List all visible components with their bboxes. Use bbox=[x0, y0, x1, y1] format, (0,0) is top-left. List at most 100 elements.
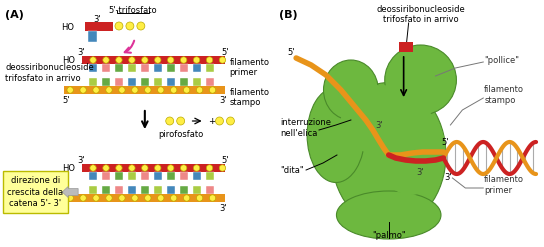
Text: filamento
primer: filamento primer bbox=[230, 58, 269, 77]
Ellipse shape bbox=[336, 191, 441, 239]
Bar bbox=[154, 78, 162, 86]
Text: 5': 5' bbox=[63, 96, 70, 104]
Circle shape bbox=[141, 57, 148, 63]
Circle shape bbox=[93, 195, 99, 201]
Bar bbox=[128, 78, 136, 86]
Circle shape bbox=[129, 57, 135, 63]
Bar bbox=[180, 186, 188, 194]
Text: 5': 5' bbox=[63, 204, 70, 212]
Bar bbox=[85, 22, 113, 31]
Bar bbox=[102, 78, 110, 86]
Bar bbox=[115, 172, 123, 180]
Bar bbox=[64, 194, 225, 202]
Text: "pollice": "pollice" bbox=[484, 56, 520, 64]
Ellipse shape bbox=[331, 82, 446, 227]
Bar bbox=[141, 64, 149, 72]
Circle shape bbox=[141, 165, 148, 171]
Text: (B): (B) bbox=[279, 10, 298, 20]
Circle shape bbox=[80, 195, 86, 201]
Circle shape bbox=[158, 87, 164, 93]
Circle shape bbox=[168, 57, 174, 63]
Circle shape bbox=[80, 87, 86, 93]
Text: filamento
primer: filamento primer bbox=[484, 175, 524, 195]
Circle shape bbox=[166, 117, 174, 125]
Bar bbox=[102, 186, 110, 194]
Circle shape bbox=[116, 57, 122, 63]
Circle shape bbox=[90, 57, 96, 63]
Text: (A): (A) bbox=[5, 10, 24, 20]
Text: 5': 5' bbox=[287, 47, 295, 57]
Circle shape bbox=[206, 165, 213, 171]
Ellipse shape bbox=[307, 87, 365, 183]
Bar bbox=[115, 78, 123, 86]
Circle shape bbox=[170, 87, 177, 93]
Circle shape bbox=[106, 87, 112, 93]
Circle shape bbox=[145, 87, 151, 93]
Circle shape bbox=[196, 87, 203, 93]
Circle shape bbox=[67, 87, 73, 93]
Circle shape bbox=[215, 117, 224, 125]
Bar bbox=[180, 78, 188, 86]
Bar bbox=[128, 186, 136, 194]
Bar bbox=[115, 64, 123, 72]
Text: filamento
stampo: filamento stampo bbox=[230, 88, 269, 107]
Bar bbox=[206, 78, 213, 86]
Text: 3': 3' bbox=[220, 204, 227, 212]
FancyBboxPatch shape bbox=[3, 171, 68, 213]
Bar bbox=[166, 186, 175, 194]
Bar bbox=[399, 42, 412, 52]
Text: deossiribonucleoside
trifosfato in arrivo: deossiribonucleoside trifosfato in arriv… bbox=[376, 5, 465, 24]
Circle shape bbox=[158, 195, 164, 201]
Circle shape bbox=[183, 195, 190, 201]
FancyArrow shape bbox=[62, 186, 78, 198]
Text: 5': 5' bbox=[222, 156, 229, 165]
Circle shape bbox=[67, 195, 73, 201]
Bar bbox=[102, 172, 110, 180]
Bar bbox=[166, 172, 175, 180]
Bar bbox=[141, 172, 149, 180]
Text: 3': 3' bbox=[77, 156, 85, 165]
Text: 5': 5' bbox=[442, 138, 449, 146]
Bar bbox=[141, 186, 149, 194]
Bar bbox=[89, 186, 97, 194]
Bar bbox=[82, 164, 225, 172]
Ellipse shape bbox=[324, 60, 378, 120]
Text: 5'-trifosfato: 5'-trifosfato bbox=[109, 6, 157, 15]
Bar bbox=[89, 64, 97, 72]
Circle shape bbox=[126, 22, 134, 30]
Bar bbox=[180, 172, 188, 180]
Text: "dita": "dita" bbox=[280, 165, 304, 174]
Text: deossiribonucleoside
trifosfato in arrivo: deossiribonucleoside trifosfato in arriv… bbox=[5, 63, 94, 83]
Text: 3': 3' bbox=[375, 121, 382, 129]
Text: 3': 3' bbox=[77, 47, 85, 57]
Text: pirofosfato: pirofosfato bbox=[158, 130, 203, 139]
Bar bbox=[128, 64, 136, 72]
Text: filamento
stampo: filamento stampo bbox=[484, 85, 524, 105]
Circle shape bbox=[129, 165, 135, 171]
Bar bbox=[154, 186, 162, 194]
Bar bbox=[64, 86, 225, 94]
Bar bbox=[88, 31, 97, 42]
Bar bbox=[141, 78, 149, 86]
Bar bbox=[115, 186, 123, 194]
Bar bbox=[154, 64, 162, 72]
Circle shape bbox=[132, 87, 138, 93]
Circle shape bbox=[119, 195, 125, 201]
Circle shape bbox=[177, 117, 184, 125]
Circle shape bbox=[206, 57, 213, 63]
Circle shape bbox=[181, 165, 187, 171]
Bar bbox=[128, 172, 136, 180]
Circle shape bbox=[154, 165, 161, 171]
Text: HO: HO bbox=[62, 164, 75, 172]
Text: 5': 5' bbox=[222, 47, 229, 57]
Text: HO: HO bbox=[61, 22, 74, 32]
Bar bbox=[166, 64, 175, 72]
Bar bbox=[193, 172, 201, 180]
Circle shape bbox=[170, 195, 177, 201]
Circle shape bbox=[145, 195, 151, 201]
Ellipse shape bbox=[376, 105, 446, 195]
Text: direzione di
crescita della
catena 5'- 3': direzione di crescita della catena 5'- 3… bbox=[7, 176, 64, 207]
Bar bbox=[154, 172, 162, 180]
Circle shape bbox=[219, 57, 226, 63]
Text: 3': 3' bbox=[93, 15, 101, 23]
